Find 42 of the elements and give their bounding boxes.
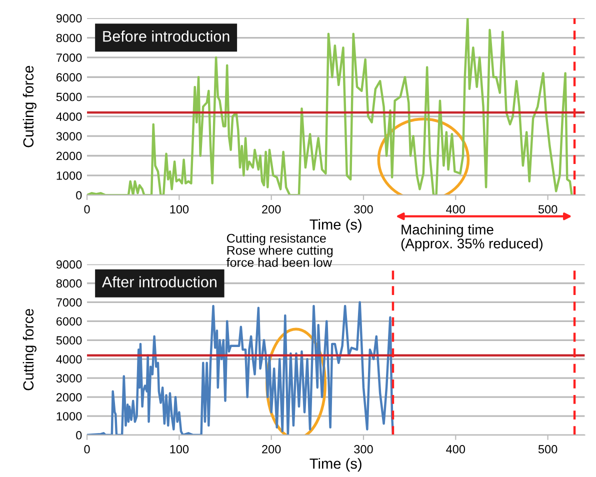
annotation: Cutting resistance Rose where cutting force had been low xyxy=(226,234,333,267)
x-axis-title: Time (s) xyxy=(310,458,362,472)
line-series xyxy=(87,18,573,196)
x-tick-label: 100 xyxy=(170,445,189,454)
y-tick-label: 6000 xyxy=(56,317,82,326)
y-tick-label: 3000 xyxy=(56,132,82,140)
x-tick-label: 500 xyxy=(538,205,558,214)
y-tick-label: 9000 xyxy=(56,260,82,269)
y-axis-title: Cutting force xyxy=(22,66,36,148)
text: After introduction xyxy=(102,276,216,288)
text: Machining time (Approx. 35% reduced) xyxy=(401,224,542,252)
x-tick-label: 0 xyxy=(84,445,90,454)
y-tick-label: 0 xyxy=(76,191,82,200)
y-tick-label: 8000 xyxy=(56,34,82,42)
x-tick-label: 300 xyxy=(354,205,373,214)
y-tick-label: 5000 xyxy=(56,336,82,345)
x-axis-title: Time (s) xyxy=(310,218,362,233)
y-tick-label: 7000 xyxy=(56,298,82,307)
y-tick-label: 2000 xyxy=(56,393,82,402)
x-tick-label: 0 xyxy=(84,205,90,214)
y-tick-label: 1000 xyxy=(56,412,82,420)
y-tick-label: 2000 xyxy=(56,152,82,160)
y-tick-label: 3000 xyxy=(56,374,82,382)
y-axis-title: Cutting force xyxy=(22,308,36,390)
y-tick-label: 9000 xyxy=(56,14,82,23)
y-tick-label: 8000 xyxy=(56,279,82,288)
y-tick-label: 1000 xyxy=(56,171,82,180)
y-tick-label: 0 xyxy=(76,431,82,440)
x-tick-label: 500 xyxy=(538,445,558,454)
y-tick-label: 5000 xyxy=(56,92,82,102)
x-tick-label: 400 xyxy=(446,445,466,454)
text: Before introduction xyxy=(103,30,230,42)
x-tick-label: 400 xyxy=(446,205,466,214)
line-series xyxy=(87,301,394,436)
y-tick-label: 4000 xyxy=(56,355,82,364)
x-tick-label: 100 xyxy=(170,205,189,214)
y-tick-label: 7000 xyxy=(56,53,82,62)
x-tick-label: 200 xyxy=(262,445,281,454)
y-tick-label: 4000 xyxy=(56,112,82,121)
y-tick-label: 6000 xyxy=(56,73,82,82)
x-tick-label: 200 xyxy=(262,205,281,214)
x-tick-label: 300 xyxy=(354,445,373,454)
